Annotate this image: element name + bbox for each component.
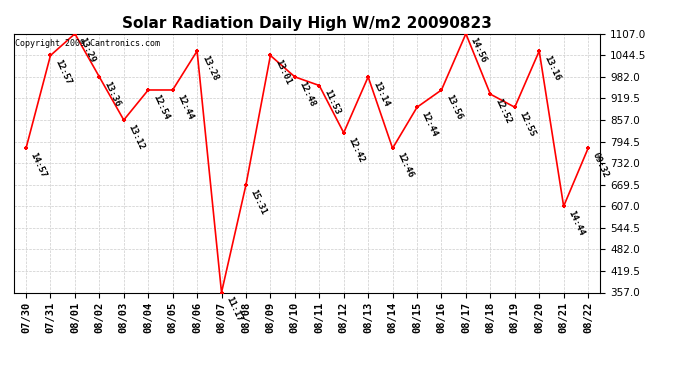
Text: 15:31: 15:31 [248, 188, 268, 216]
Text: 12:46: 12:46 [395, 151, 415, 179]
Point [363, 74, 374, 80]
Point [411, 104, 422, 110]
Point [289, 74, 300, 80]
Point [436, 87, 447, 93]
Text: 13:12: 13:12 [126, 123, 146, 151]
Point [45, 53, 56, 58]
Text: 09:32: 09:32 [591, 151, 611, 179]
Text: 12:42: 12:42 [346, 135, 366, 164]
Point [338, 130, 349, 136]
Point [240, 182, 251, 188]
Text: 13:14: 13:14 [371, 80, 391, 108]
Text: 13:28: 13:28 [200, 54, 219, 82]
Title: Solar Radiation Daily High W/m2 20090823: Solar Radiation Daily High W/m2 20090823 [122, 16, 492, 31]
Text: 14:57: 14:57 [29, 151, 48, 179]
Text: 12:44: 12:44 [420, 110, 440, 138]
Text: 13:56: 13:56 [444, 93, 464, 121]
Point [509, 104, 520, 110]
Point [387, 145, 398, 151]
Point [485, 91, 496, 97]
Text: 12:48: 12:48 [297, 80, 317, 108]
Point [460, 31, 471, 37]
Point [558, 203, 569, 209]
Text: 11:53: 11:53 [322, 88, 342, 117]
Text: 14:44: 14:44 [566, 209, 586, 237]
Point [21, 145, 32, 151]
Point [216, 290, 227, 296]
Text: 13:01: 13:01 [273, 58, 293, 86]
Text: 12:54: 12:54 [151, 93, 170, 121]
Point [118, 117, 129, 123]
Point [533, 48, 544, 54]
Text: 12:55: 12:55 [518, 110, 537, 138]
Text: 11:17: 11:17 [224, 295, 244, 324]
Text: 14:56: 14:56 [469, 36, 489, 65]
Point [94, 74, 105, 80]
Text: 12:57: 12:57 [53, 58, 72, 86]
Text: 12:52: 12:52 [493, 97, 513, 125]
Point [265, 53, 276, 58]
Point [167, 87, 178, 93]
Text: 12:44: 12:44 [175, 93, 195, 121]
Point [70, 31, 81, 37]
Text: 13:36: 13:36 [102, 80, 121, 108]
Text: 13:16: 13:16 [542, 54, 562, 82]
Point [192, 48, 203, 54]
Text: 13:29: 13:29 [78, 36, 97, 65]
Point [582, 145, 593, 151]
Text: Copyright 2009 Cantronics.com: Copyright 2009 Cantronics.com [15, 39, 160, 48]
Point [314, 82, 325, 88]
Point [143, 87, 154, 93]
